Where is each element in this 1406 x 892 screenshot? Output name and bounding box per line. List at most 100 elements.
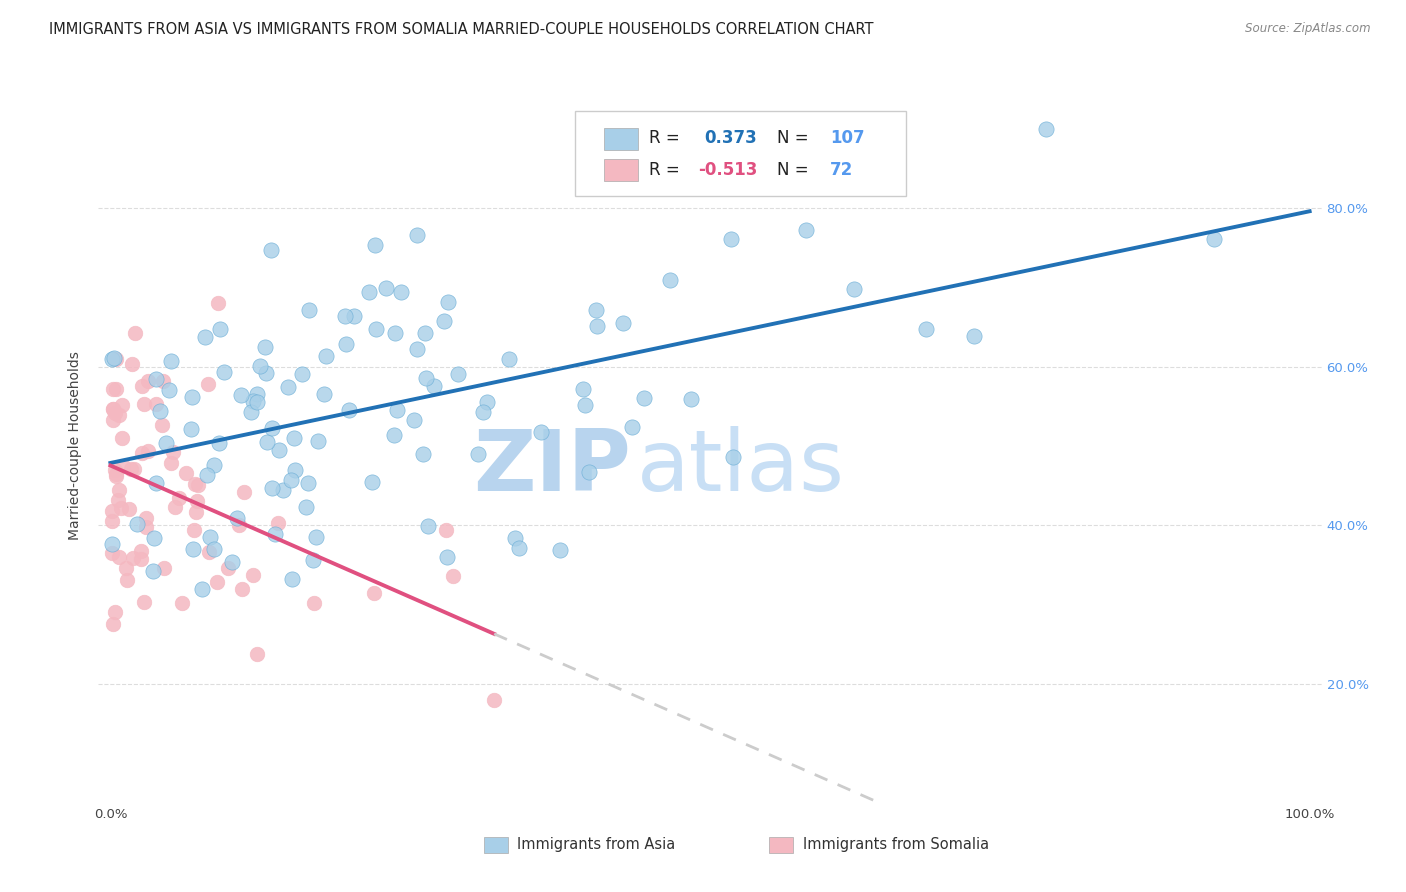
Point: [131, 446, 153, 460]
Text: Immigrants from Somalia: Immigrants from Somalia: [803, 838, 988, 853]
Point: [681, 392, 703, 406]
Point: [269, 442, 291, 457]
Point: [720, 232, 742, 246]
Point: [578, 466, 600, 480]
Point: [412, 447, 434, 461]
Point: [181, 542, 204, 557]
Point: [186, 493, 208, 508]
Text: -0.513: -0.513: [697, 161, 758, 178]
Point: [530, 425, 553, 439]
Point: [794, 222, 817, 236]
Point: [572, 382, 595, 396]
Point: [375, 280, 398, 294]
Point: [180, 422, 202, 436]
Point: [105, 469, 128, 483]
Point: [162, 445, 184, 459]
Point: [620, 420, 643, 434]
Point: [202, 458, 225, 472]
Point: [157, 384, 180, 398]
Point: [389, 285, 412, 300]
Point: [208, 435, 231, 450]
Point: [246, 394, 269, 409]
Point: [101, 412, 124, 426]
FancyBboxPatch shape: [484, 837, 508, 853]
Point: [360, 475, 382, 489]
Point: [170, 596, 193, 610]
Point: [155, 435, 177, 450]
Point: [357, 285, 380, 299]
Text: 0.373: 0.373: [704, 128, 756, 146]
Point: [1035, 121, 1057, 136]
Point: [115, 561, 138, 575]
Point: [304, 596, 326, 610]
Point: [335, 337, 357, 351]
Text: IMMIGRANTS FROM ASIA VS IMMIGRANTS FROM SOMALIA MARRIED-COUPLE HOUSEHOLDS CORREL: IMMIGRANTS FROM ASIA VS IMMIGRANTS FROM …: [49, 22, 873, 37]
Point: [212, 365, 235, 379]
Point: [467, 447, 489, 461]
Point: [136, 444, 159, 458]
Point: [333, 309, 356, 323]
Point: [187, 478, 209, 492]
Point: [124, 326, 146, 340]
Point: [259, 244, 281, 258]
Text: 72: 72: [830, 161, 853, 178]
Point: [104, 605, 127, 619]
Point: [135, 511, 157, 525]
Text: atlas: atlas: [637, 425, 845, 509]
Point: [131, 379, 153, 393]
Point: [174, 466, 197, 480]
Point: [108, 409, 131, 423]
Point: [221, 555, 243, 569]
Point: [315, 350, 337, 364]
Point: [101, 383, 124, 397]
Point: [307, 434, 329, 448]
Point: [110, 500, 132, 515]
Point: [842, 282, 865, 296]
Point: [111, 398, 134, 412]
Point: [384, 326, 406, 340]
Point: [159, 354, 181, 368]
Point: [246, 647, 269, 661]
Point: [232, 485, 254, 500]
Point: [305, 531, 328, 545]
Point: [103, 351, 125, 365]
Point: [207, 296, 229, 310]
Point: [135, 519, 157, 533]
Point: [385, 403, 408, 417]
Point: [180, 390, 202, 404]
Point: [405, 342, 427, 356]
Point: [122, 462, 145, 476]
Text: 107: 107: [830, 128, 865, 146]
Point: [283, 431, 305, 445]
Point: [191, 582, 214, 596]
Point: [591, 168, 613, 182]
Point: [262, 482, 284, 496]
Point: [240, 405, 263, 419]
Point: [208, 321, 231, 335]
Point: [217, 561, 239, 575]
FancyBboxPatch shape: [603, 128, 638, 150]
Point: [169, 491, 191, 506]
Point: [295, 500, 318, 514]
Point: [437, 294, 460, 309]
Point: [165, 500, 187, 514]
Point: [226, 511, 249, 525]
Y-axis label: Married-couple Households: Married-couple Households: [69, 351, 83, 541]
Point: [406, 227, 429, 242]
Point: [122, 550, 145, 565]
Point: [136, 374, 159, 388]
Point: [277, 379, 299, 393]
Point: [100, 537, 122, 551]
Point: [129, 544, 152, 558]
Point: [242, 567, 264, 582]
Point: [104, 463, 127, 477]
Point: [415, 371, 437, 385]
Text: Source: ZipAtlas.com: Source: ZipAtlas.com: [1246, 22, 1371, 36]
Point: [160, 456, 183, 470]
Point: [104, 382, 127, 396]
Point: [120, 462, 142, 476]
Point: [298, 303, 321, 318]
Point: [364, 321, 387, 335]
Point: [108, 483, 131, 497]
Text: ZIP: ZIP: [472, 425, 630, 509]
